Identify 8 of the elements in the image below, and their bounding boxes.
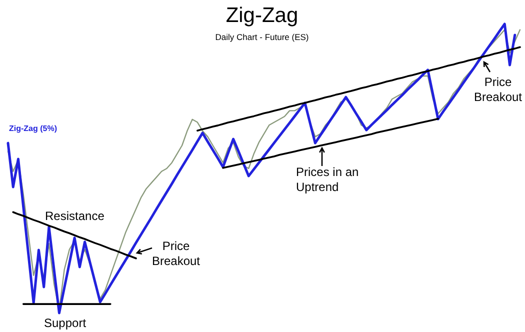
annotation: Prices in an Uptrend: [296, 165, 359, 194]
annotation: Resistance: [45, 209, 105, 223]
text: Daily Chart - Future (ES): [215, 32, 309, 42]
chart-title: Zig-Zag: [226, 4, 298, 27]
annotation: Price Breakout: [152, 239, 201, 268]
text: Support: [44, 316, 87, 330]
annotation: Price Breakout: [474, 75, 523, 104]
series-label: Zig-Zag (5%): [9, 124, 58, 134]
